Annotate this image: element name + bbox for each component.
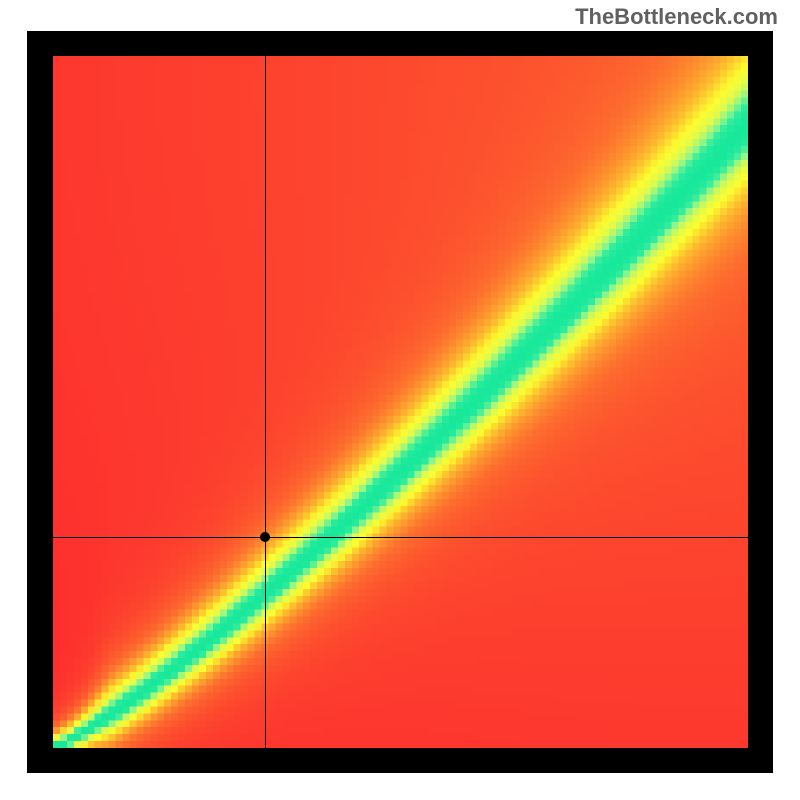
crosshair-horizontal <box>53 537 748 538</box>
watermark-text: TheBottleneck.com <box>575 4 778 30</box>
crosshair-vertical <box>265 56 266 748</box>
crosshair-marker[interactable] <box>260 532 270 542</box>
chart-container: TheBottleneck.com <box>0 0 800 800</box>
bottleneck-heatmap <box>53 56 748 748</box>
